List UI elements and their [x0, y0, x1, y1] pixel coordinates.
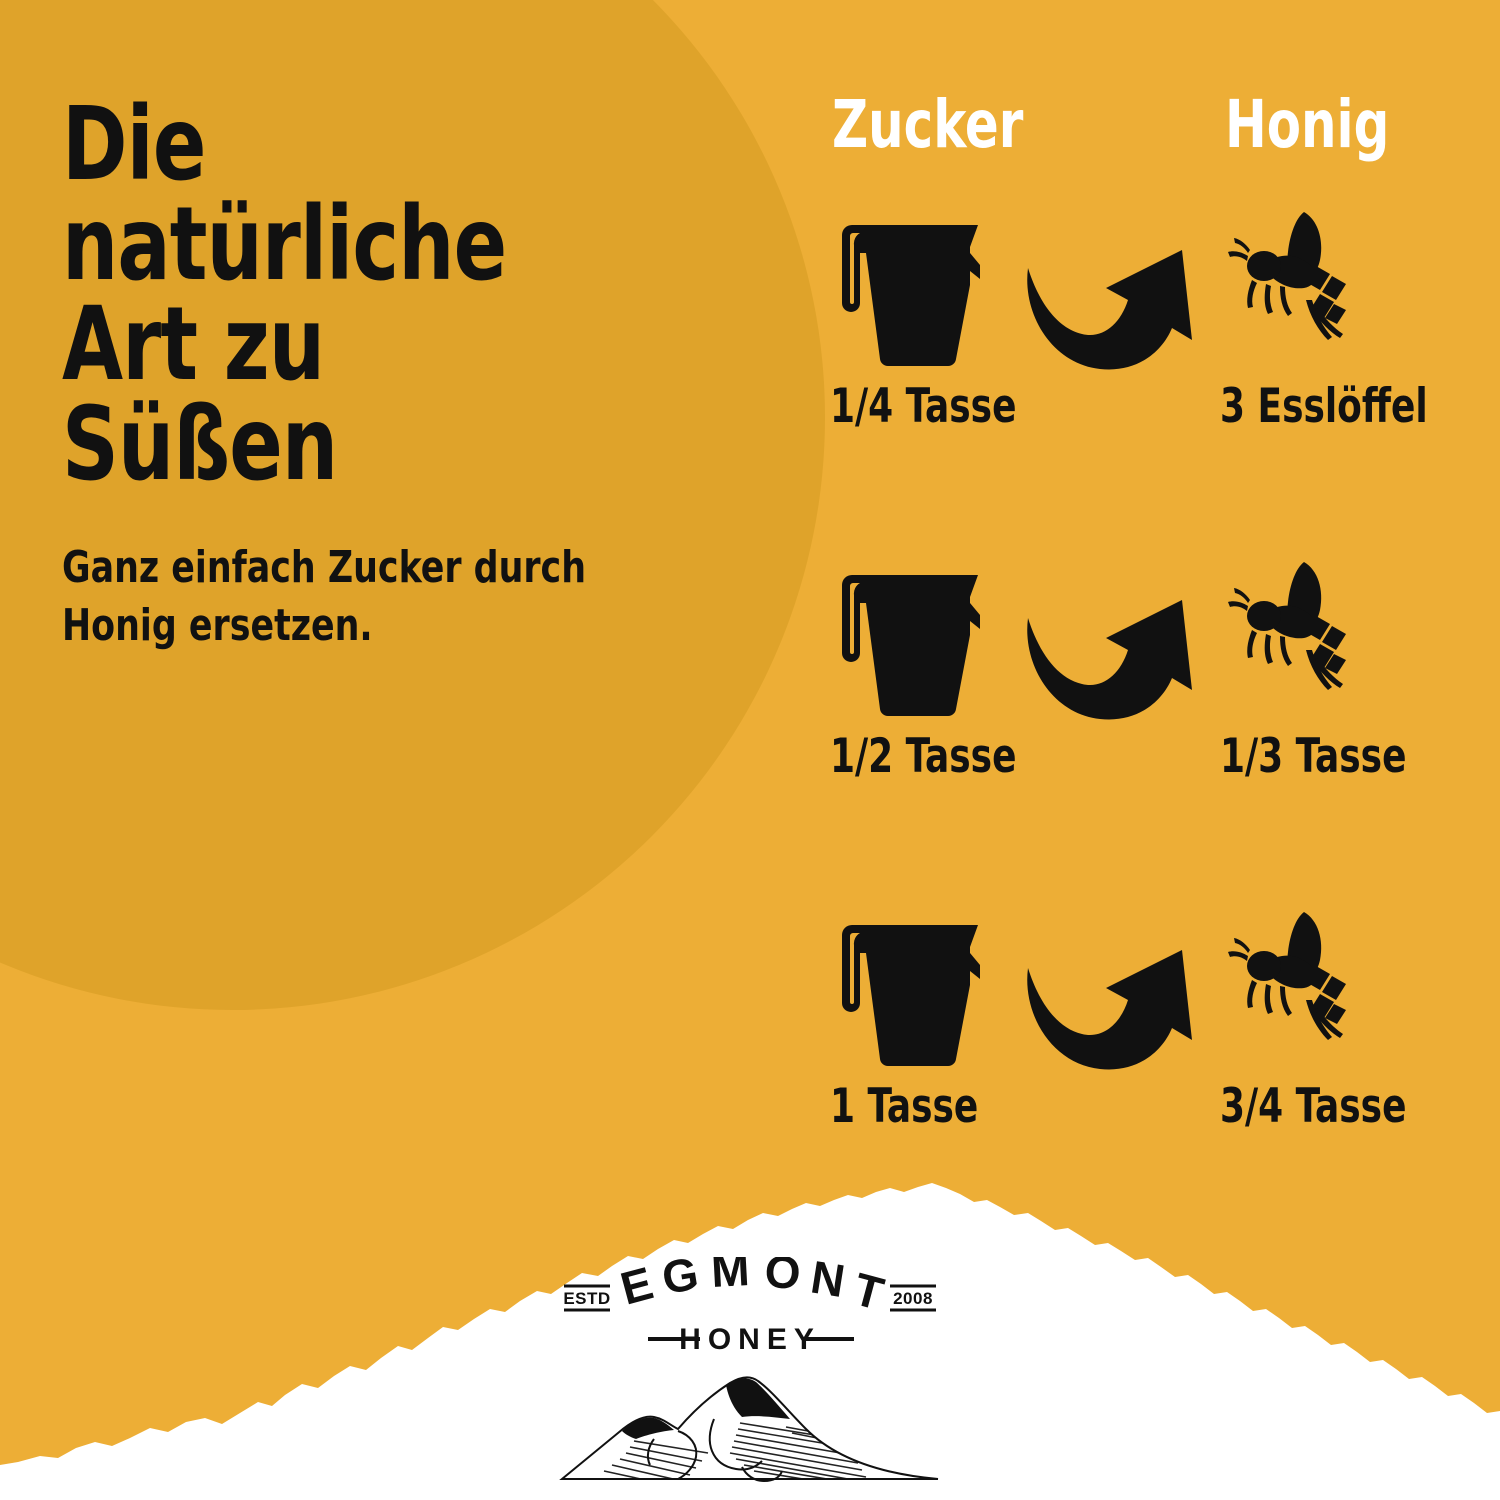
column-header-sugar: Zucker [832, 86, 1024, 163]
table-header-row: Zucker Honig [820, 92, 1460, 184]
measuring-cup-icon [830, 544, 1060, 719]
page-title: Die natürliche Art zu Süßen [62, 85, 507, 504]
bee-icon [1220, 544, 1450, 719]
table-row: 1/2 Tasse [820, 534, 1460, 884]
torn-paper-footer [0, 1170, 1500, 1500]
column-header-honey: Honig [1225, 86, 1390, 163]
sugar-amount-label: 1/4 Tasse [830, 379, 1017, 434]
curved-arrow-icon [1016, 236, 1206, 386]
curved-arrow-icon [1016, 936, 1206, 1086]
conversion-table: Zucker Honig 1/4 Tasse [820, 92, 1460, 1234]
honey-amount-label: 1/3 Tasse [1220, 729, 1407, 784]
bee-icon [1220, 194, 1450, 369]
honey-amount-label: 3/4 Tasse [1220, 1079, 1407, 1134]
cell-sugar: 1/4 Tasse [830, 194, 1060, 430]
page-subtitle: Ganz einfach Zucker durch Honig ersetzen… [62, 541, 587, 651]
table-row: 1 Tasse [820, 884, 1460, 1234]
sugar-amount-label: 1 Tasse [830, 1079, 979, 1134]
bee-icon [1220, 894, 1450, 1069]
cell-sugar: 1 Tasse [830, 894, 1060, 1130]
table-row: 1/4 Tasse [820, 184, 1460, 534]
sugar-amount-label: 1/2 Tasse [830, 729, 1017, 784]
measuring-cup-icon [830, 194, 1060, 369]
honey-amount-label: 3 Esslöffel [1220, 379, 1428, 434]
cell-sugar: 1/2 Tasse [830, 544, 1060, 780]
curved-arrow-icon [1016, 586, 1206, 736]
headline-block: Die natürliche Art zu Süßen Ganz einfach… [62, 85, 702, 655]
measuring-cup-icon [830, 894, 1060, 1069]
cell-honey: 3 Esslöffel [1220, 194, 1450, 430]
cell-honey: 1/3 Tasse [1220, 544, 1450, 780]
cell-honey: 3/4 Tasse [1220, 894, 1450, 1130]
